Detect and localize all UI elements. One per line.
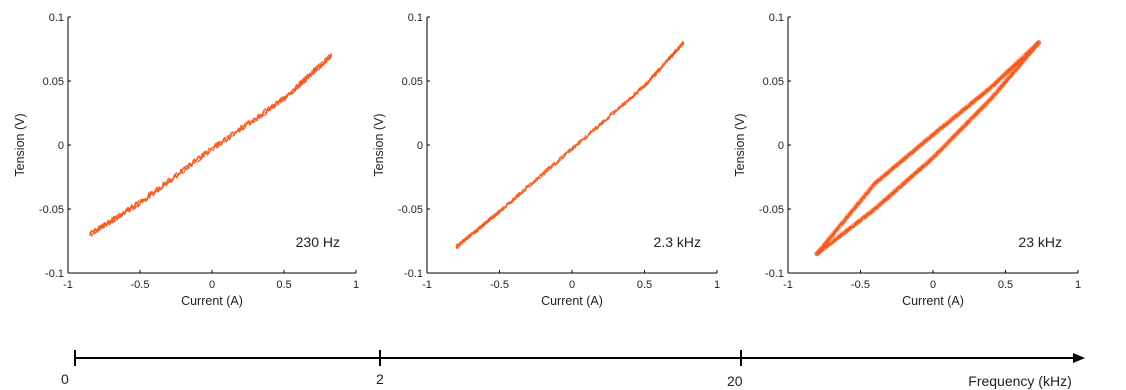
x-tick-label: -0.5	[131, 279, 150, 291]
y-tick-label: 0	[58, 140, 64, 152]
y-tick-label: -0.1	[404, 268, 423, 280]
x-tick-label: 1	[1075, 279, 1081, 291]
x-tick-label: -1	[422, 279, 432, 291]
frequency-axis-arrowhead	[1073, 353, 1085, 363]
plot-panel-1: -1 -0.5 0 0.5 1 -0.1 -0.05 0 0.05 0.1 Current (A) T…	[13, 12, 359, 308]
y-tick-label: 0.05	[763, 76, 784, 88]
x-tick-label: 0.5	[998, 279, 1013, 291]
frequency-tick-label-2: 20	[727, 373, 743, 389]
y-tick-label: 0	[417, 140, 423, 152]
y-tick-label: 0.05	[402, 76, 423, 88]
x-tick-label: 0	[569, 279, 575, 291]
y-tick-label: -0.1	[765, 268, 784, 280]
y-tick-label: -0.05	[398, 204, 423, 216]
x-tick-label: -0.5	[851, 279, 870, 291]
x-axis-label: Current (A)	[902, 294, 964, 308]
x-axis-label: Current (A)	[181, 294, 243, 308]
frequency-annotation: 230 Hz	[296, 234, 340, 250]
frequency-tick-label-1: 2	[376, 371, 384, 387]
x-axis-label: Current (A)	[541, 294, 603, 308]
x-tick-label: 0	[930, 279, 936, 291]
y-axis-label: Tension (V)	[372, 113, 386, 176]
y-tick-label: 0.1	[408, 12, 423, 24]
x-tick-label: 0	[209, 279, 215, 291]
series-trace	[89, 53, 333, 234]
x-tick-label: -1	[783, 279, 793, 291]
series-trace	[89, 54, 332, 237]
plot-panel-2: -1 -0.5 0 0.5 1 -0.1 -0.05 0 0.05 0.1 Current (A) T…	[372, 12, 720, 308]
series-envelope	[814, 40, 1042, 257]
x-tick-label: -1	[63, 279, 73, 291]
x-tick-label: -0.5	[490, 279, 509, 291]
frequency-tick-label-0: 0	[61, 371, 69, 387]
frequency-annotation: 2.3 kHz	[654, 234, 701, 250]
x-tick-label: 1	[714, 279, 720, 291]
y-tick-label: -0.05	[759, 204, 784, 216]
y-tick-label: 0.05	[43, 76, 64, 88]
series-trace	[89, 53, 333, 236]
series-trace	[455, 41, 685, 247]
x-tick-label: 0.5	[276, 279, 291, 291]
series-envelope	[814, 40, 1042, 257]
y-axis-label: Tension (V)	[13, 113, 27, 176]
y-tick-label: 0.1	[769, 12, 784, 24]
y-tick-label: 0	[778, 140, 784, 152]
x-tick-label: 0.5	[637, 279, 652, 291]
plot-panel-3: -1 -0.5 0 0.5 1 -0.1 -0.05 0 0.05 0.1 Current (A) T…	[733, 12, 1081, 308]
y-tick-label: -0.05	[39, 204, 64, 216]
plot-panels: -1 -0.5 0 0.5 1 -0.1 -0.05 0 0.05 0.1 Current (A) T…	[13, 12, 1081, 308]
frequency-annotation: 23 kHz	[1018, 234, 1062, 250]
y-tick-label: 0.1	[49, 12, 64, 24]
frequency-axis-label: Frequency (kHz)	[968, 373, 1071, 389]
frequency-axis: 0 2 20 Frequency (kHz)	[61, 350, 1085, 389]
series-trace	[455, 42, 685, 250]
x-tick-label: 1	[353, 279, 359, 291]
y-axis-label: Tension (V)	[733, 113, 747, 176]
y-tick-label: -0.1	[45, 268, 64, 280]
